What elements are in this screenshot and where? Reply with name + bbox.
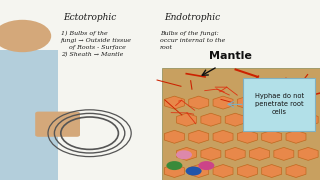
Circle shape (186, 166, 202, 176)
Circle shape (198, 161, 214, 170)
Text: Ectotrophic: Ectotrophic (63, 13, 116, 22)
FancyBboxPatch shape (0, 50, 58, 180)
Circle shape (0, 20, 51, 52)
Text: Endotrophic: Endotrophic (164, 13, 220, 22)
Circle shape (176, 150, 192, 159)
Text: Hyphae do not
penetrate root
cells: Hyphae do not penetrate root cells (255, 93, 304, 115)
Circle shape (166, 161, 182, 170)
Text: 1) Bulbs of the
fungi → Outside tissue
    of Roots - Surface
2) Sheath → Mantle: 1) Bulbs of the fungi → Outside tissue o… (61, 31, 132, 57)
FancyBboxPatch shape (35, 112, 80, 137)
Text: Bulbs of the fungi:
occur internal to the
root: Bulbs of the fungi: occur internal to th… (160, 31, 225, 50)
FancyBboxPatch shape (162, 68, 320, 180)
FancyBboxPatch shape (243, 78, 315, 130)
Text: Mantle: Mantle (209, 51, 252, 61)
